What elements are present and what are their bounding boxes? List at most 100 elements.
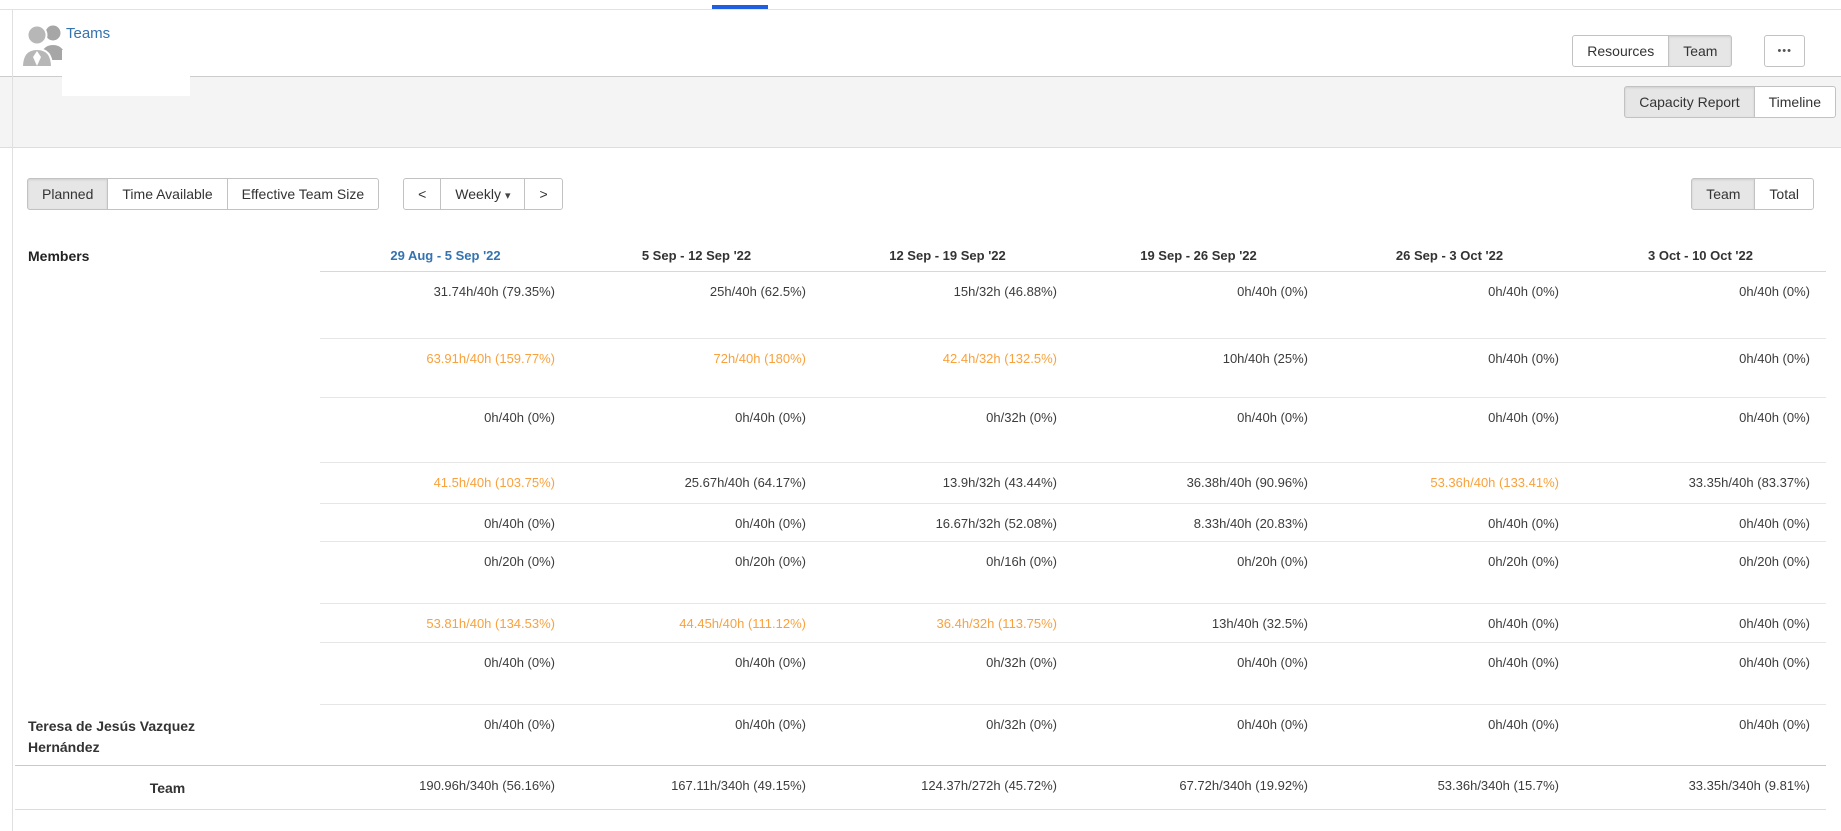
member-row: 0h/40h (0%) 0h/40h (0%) 16.67h/32h (52.08%… [15,503,1826,541]
tab-timeline[interactable]: Timeline [1753,86,1836,118]
capacity-cell: 0h/40h (0%) [1324,338,1575,397]
capacity-cell: 41.5h/40h (103.75%) [320,462,571,503]
capacity-cell: 0h/40h (0%) [1324,704,1575,765]
capacity-cell: 53.36h/340h (15.7%) [1437,778,1559,793]
capacity-cell: 0h/40h (0%) [320,704,571,765]
week-column-header: 12 Sep - 19 Sep '22 [822,236,1073,272]
capacity-cell: 0h/32h (0%) [822,397,1073,462]
capacity-cell: 0h/40h (0%) [571,503,822,541]
member-row: 53.81h/40h (134.53%) 44.45h/40h (111.12%)… [15,603,1826,642]
capacity-cell: 15h/32h (46.88%) [953,284,1057,299]
tab-capacity-report[interactable]: Capacity Report [1624,86,1755,118]
capacity-cell: 10h/40h (25%) [1073,338,1324,397]
capacity-cell: 0h/40h (0%) [1237,284,1308,299]
top-strip [0,0,1841,10]
team-button[interactable]: Team [1668,35,1733,67]
redacted-member-name [15,462,320,503]
week-column-header[interactable]: 29 Aug - 5 Sep '22 [320,236,571,272]
capacity-cell: 25h/40h (62.5%) [709,284,806,299]
metric-switch-group: Planned Time Available Effective Team Si… [27,178,380,210]
week-column-header: 5 Sep - 12 Sep '22 [571,236,822,272]
capacity-cell: 0h/40h (0%) [571,704,822,765]
capacity-cell: 13h/40h (32.5%) [1073,603,1324,642]
week-column-header: 19 Sep - 26 Sep '22 [1073,236,1324,272]
more-actions-button[interactable]: ••• [1764,35,1805,67]
view-switch-group: Resources Team [1572,35,1733,67]
next-period-button[interactable]: > [524,178,563,210]
previous-period-button[interactable]: < [403,178,442,210]
redacted-team-name [62,50,190,96]
capacity-cell: 0h/40h (0%) [1575,603,1826,642]
capacity-cell: 16.67h/32h (52.08%) [822,503,1073,541]
week-column-header: 3 Oct - 10 Oct '22 [1575,236,1826,272]
teams-people-icon [20,20,69,70]
capacity-cell: 33.35h/40h (83.37%) [1575,462,1826,503]
capacity-cell: 0h/40h (0%) [571,642,822,704]
redacted-member-name [15,642,320,704]
capacity-cell: 0h/40h (0%) [1324,397,1575,462]
member-row: 0h/20h (0%) 0h/20h (0%) 0h/16h (0%) 0h/20h … [15,541,1826,603]
member-row: 31.74h/40h (79.35%) 25h/40h (62.5%) 15h/32… [15,272,1826,338]
toolbar: Planned Time Available Effective Team Si… [27,178,1814,210]
scope-team-button[interactable]: Team [1691,178,1756,210]
capacity-cell: 67.72h/340h (19.92%) [1179,778,1308,793]
capacity-cell: 0h/40h (0%) [1575,397,1826,462]
capacity-cell: 36.38h/40h (90.96%) [1073,462,1324,503]
period-dropdown[interactable]: Weekly ▾ [440,178,526,210]
capacity-cell: 0h/40h (0%) [1324,603,1575,642]
capacity-cell: 0h/40h (0%) [571,397,822,462]
capacity-cell: 0h/40h (0%) [1488,284,1559,299]
member-row: 0h/40h (0%) 0h/40h (0%) 0h/32h (0%) 0h/40h … [15,642,1826,704]
period-dropdown-label: Weekly [455,186,501,202]
capacity-cell: 72h/40h (180%) [571,338,822,397]
week-column-header: 26 Sep - 3 Oct '22 [1324,236,1575,272]
capacity-cell: 0h/40h (0%) [1575,704,1826,765]
capacity-cell: 0h/40h (0%) [1575,338,1826,397]
app-header: Teams Resources Team ••• [0,10,1841,96]
redacted-member-name [15,397,320,462]
capacity-cell: 0h/20h (0%) [1073,541,1324,603]
redacted-member-name [15,603,320,642]
capacity-cell: 0h/20h (0%) [1575,541,1826,603]
capacity-cell: 0h/32h (0%) [822,704,1073,765]
capacity-cell: 0h/40h (0%) [1739,284,1810,299]
capacity-cell: 167.11h/340h (49.15%) [671,778,806,793]
capacity-cell: 0h/20h (0%) [1324,541,1575,603]
redacted-member-name [15,503,320,541]
member-row: 0h/40h (0%) 0h/40h (0%) 0h/32h (0%) 0h/40h … [15,397,1826,462]
capacity-cell: 36.4h/32h (113.75%) [822,603,1073,642]
scope-switch-group: Team Total [1691,178,1814,210]
capacity-cell: 8.33h/40h (20.83%) [1073,503,1324,541]
effective-team-size-button[interactable]: Effective Team Size [226,178,380,210]
planned-button[interactable]: Planned [27,178,109,210]
capacity-cell: 0h/32h (0%) [822,642,1073,704]
resources-button[interactable]: Resources [1572,35,1670,67]
capacity-cell: 13.9h/32h (43.44%) [822,462,1073,503]
report-tabs-group: Capacity Report Timeline [1624,86,1836,118]
capacity-cell: 44.45h/40h (111.12%) [571,603,822,642]
capacity-report-table: Members 29 Aug - 5 Sep '22 5 Sep - 12 Sep … [15,236,1826,810]
capacity-cell: 0h/40h (0%) [1073,642,1324,704]
capacity-cell: 0h/40h (0%) [1073,704,1324,765]
page-title[interactable]: Teams [66,25,111,42]
members-column-header: Members [28,248,90,264]
capacity-cell: 190.96h/340h (56.16%) [419,778,555,793]
time-available-button[interactable]: Time Available [107,178,228,210]
member-row: Teresa de Jesús Vazquez Hernández 0h/40h … [15,704,1826,765]
team-total-row: Team 190.96h/340h (56.16%) 167.11h/340h (4… [15,765,1826,810]
scope-total-button[interactable]: Total [1754,178,1814,210]
capacity-cell: 0h/20h (0%) [571,541,822,603]
capacity-cell: 0h/40h (0%) [320,503,571,541]
capacity-cell: 0h/40h (0%) [1324,642,1575,704]
capacity-cell: 0h/40h (0%) [1073,397,1324,462]
redacted-member-name [15,541,320,603]
table-header-row: Members 29 Aug - 5 Sep '22 5 Sep - 12 Sep … [15,236,1826,272]
capacity-cell: 0h/40h (0%) [1324,503,1575,541]
capacity-cell: 0h/40h (0%) [1575,503,1826,541]
capacity-cell: 53.81h/40h (134.53%) [320,603,571,642]
capacity-cell: 0h/16h (0%) [822,541,1073,603]
period-nav-group: < Weekly ▾ > [403,178,563,210]
capacity-cell: 53.36h/40h (133.41%) [1324,462,1575,503]
redacted-member-name [15,338,320,397]
page-left-border [12,10,13,831]
